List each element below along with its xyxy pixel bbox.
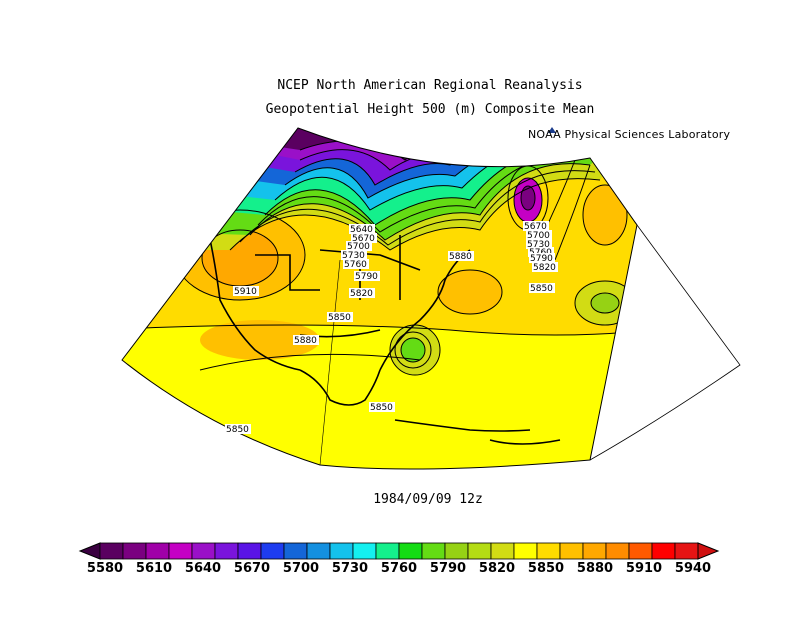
contour-label: 5820	[532, 262, 558, 273]
meridian-line	[319, 259, 341, 466]
contour-labels: 5640 5670 5700 5730 5760 5790 5820 5850 …	[225, 221, 558, 435]
contour-label: 5850	[529, 283, 555, 294]
title-line-2: Geopotential Height 500 (m) Composite Me…	[265, 102, 595, 117]
colorbar-swatch	[306, 542, 331, 560]
colorbar-tick-label: 5580	[86, 561, 124, 576]
colorbar-tick-label: 5790	[429, 561, 467, 576]
credit-label: NOAA Physical Sciences Laboratory	[528, 128, 731, 141]
colorbar-tick-label: 5610	[135, 561, 173, 576]
colorbar-swatch	[628, 542, 653, 560]
colorbar-swatch	[375, 542, 400, 560]
contour-label: 5760	[343, 259, 369, 270]
colorbar-swatch	[674, 542, 699, 560]
colorbar-swatch	[559, 542, 584, 560]
colorbar-swatch	[398, 542, 423, 560]
contour-label: 5700	[526, 230, 552, 241]
colorbar-swatch	[145, 542, 170, 560]
colorbar-swatch	[260, 542, 285, 560]
colorbar-swatch	[283, 542, 308, 560]
colorbar-swatch	[421, 542, 446, 560]
contour-label: 5910	[233, 286, 259, 297]
title-line-1: NCEP North American Regional Reanalysis	[277, 78, 583, 93]
colorbar-swatch	[467, 542, 492, 560]
contour-label: 5850	[327, 312, 353, 323]
colorbar-swatch	[582, 542, 607, 560]
contour-label-text: 5820	[533, 263, 556, 273]
colorbar-tick-label: 5640	[184, 561, 222, 576]
contour-label: 5700	[346, 241, 372, 252]
colorbar-swatch	[168, 542, 193, 560]
colorbar-swatch	[490, 542, 515, 560]
colorbar-swatch	[352, 542, 377, 560]
noaa-logo-icon	[548, 127, 556, 133]
contour-label-text: 5880	[449, 252, 472, 262]
contour-label-text: 5730	[527, 240, 550, 250]
contour-label-text: 5700	[527, 231, 550, 241]
contour-label: 5730	[341, 250, 367, 261]
contour-label: 5670	[351, 233, 377, 244]
colorbar-tick-label: 5730	[331, 561, 369, 576]
coastlines	[204, 214, 561, 445]
contour-label-text: 5730	[342, 251, 365, 261]
contour-label-text: 5670	[524, 222, 547, 232]
colorbar-swatch	[122, 542, 147, 560]
contour-label-text: 5850	[226, 425, 249, 435]
projection-edge	[589, 224, 741, 461]
colorbar-tick-label: 5940	[674, 561, 712, 576]
contour-label-text: 5670	[352, 234, 375, 244]
colorbar-swatch	[651, 542, 676, 560]
contour-label-text: 5640	[350, 225, 373, 235]
colorbar-swatch	[99, 542, 124, 560]
contour-label-text: 5790	[355, 272, 378, 282]
colorbar-swatch	[237, 542, 262, 560]
colorbar-tick-label: 5880	[576, 561, 614, 576]
contour-label: 5820	[349, 288, 375, 299]
contour-label: 5850	[369, 402, 395, 413]
contour-label: 5880	[448, 251, 474, 262]
colorbar-swatch	[536, 542, 561, 560]
contour-label-text: 5820	[350, 289, 373, 299]
contour-label: 5880	[293, 335, 319, 346]
contour-label: 5850	[225, 424, 251, 435]
colorbar-swatch	[191, 542, 216, 560]
contour-label-text: 5850	[328, 313, 351, 323]
colorbar-tick-label: 5700	[282, 561, 320, 576]
domain-outline	[121, 127, 638, 470]
colorbar-arrow-right	[697, 542, 720, 560]
contour-label-text: 5850	[370, 403, 393, 413]
contour-label-text: 5910	[234, 287, 257, 297]
colorbar-swatch	[214, 542, 239, 560]
colorbar-tick-label: 5760	[380, 561, 418, 576]
contour-label: 5790	[354, 271, 380, 282]
contour-label-text: 5760	[344, 260, 367, 270]
contour-label-text: 5880	[294, 336, 317, 346]
date-label: 1984/09/09 12z	[373, 492, 483, 507]
colorbar-arrow-left	[78, 542, 101, 560]
contour-label: 5790	[529, 253, 555, 264]
colorbar-tick-label: 5820	[478, 561, 516, 576]
colorbar-swatch	[605, 542, 630, 560]
contour-label: 5670	[523, 221, 549, 232]
contour-label-text: 5700	[347, 242, 370, 252]
colorbar-swatch	[513, 542, 538, 560]
colorbar-swatch	[329, 542, 354, 560]
colorbar-tick-label: 5850	[527, 561, 565, 576]
colorbar-tick-label: 5670	[233, 561, 271, 576]
colorbar-swatch	[444, 542, 469, 560]
contour-label-text: 5850	[530, 284, 553, 294]
contour-label: 5730	[526, 239, 552, 250]
contour-label-text: 5790	[530, 254, 553, 264]
contour-label: 5640	[349, 224, 375, 235]
colorbar-tick-label: 5910	[625, 561, 663, 576]
